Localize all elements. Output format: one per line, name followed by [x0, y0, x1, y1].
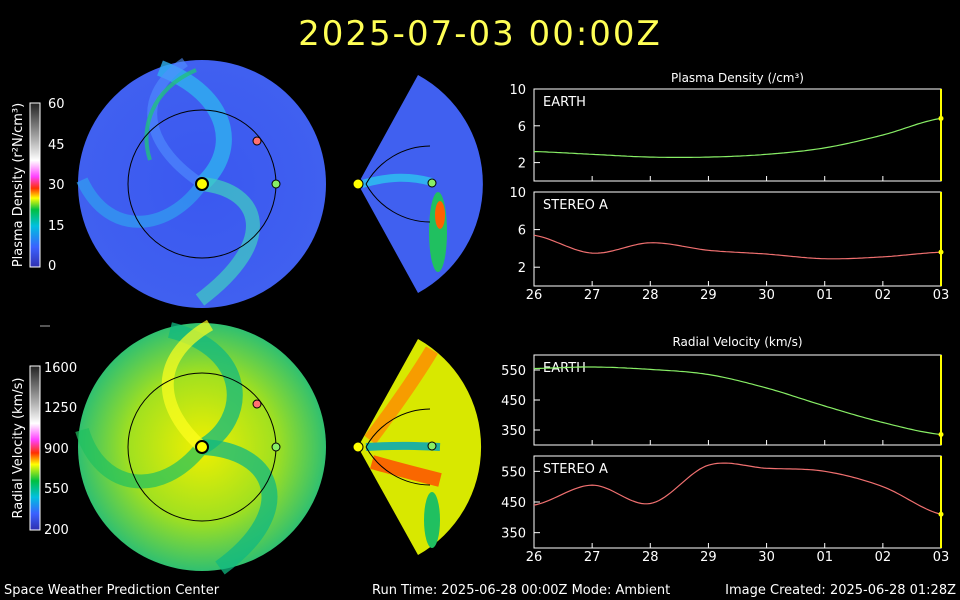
- chart-1-panel-1-time-dot: [938, 511, 944, 517]
- density-tick-45: 45: [48, 138, 65, 153]
- chart-1-xtick-label-6: 02: [875, 550, 892, 565]
- speed-stereo-a-marker: [252, 399, 262, 409]
- chart-0-panel-0-ytick-label-1: 6: [518, 120, 526, 135]
- density-wedge-cloud-core: [435, 201, 445, 229]
- density-stereo-a-marker: [252, 136, 262, 146]
- chart-0-panel-1-ytick-label-0: 10: [509, 186, 526, 201]
- chart-1-panel-1-series-line: [533, 462, 942, 515]
- chart-0-xtick-label-4: 30: [758, 288, 775, 303]
- speed-ecliptic-disk: [75, 319, 326, 575]
- chart-0-title: Plasma Density (/cm³): [671, 71, 804, 85]
- chart-1-title: Radial Velocity (km/s): [672, 335, 802, 349]
- density-tick-15: 15: [48, 219, 65, 234]
- chart-0-panel-0-series-line: [534, 117, 942, 158]
- density-spiral-arm-5: [144, 68, 197, 161]
- density-colorbar-gradient: [29, 102, 41, 268]
- speed-meridional-wedge: [352, 339, 482, 555]
- speed-spiral-arm-2: [201, 439, 278, 575]
- chart-0-panel-0-ytick-label-0: 10: [509, 83, 526, 98]
- speed-tick-200: 200: [44, 523, 69, 538]
- density-meridional-wedge: [352, 75, 483, 293]
- chart-0-xtick-label-2: 28: [642, 288, 659, 303]
- footer-organization: Space Weather Prediction Center: [4, 583, 220, 598]
- chart-1-xtick-label-2: 28: [642, 550, 659, 565]
- density-wedge-earth-marker: [427, 178, 437, 188]
- chart-0-panel-1-ytick-label-1: 6: [518, 224, 526, 239]
- chart-0-panel-1-label: STEREO A: [543, 198, 608, 213]
- chart-0-panel-1-series-line: [533, 234, 942, 260]
- chart-1-panel-0-frame: [533, 354, 942, 446]
- chart-1-panel-1-ytick-label-1: 450: [501, 496, 526, 511]
- speed-earth-marker: [271, 442, 281, 452]
- chart-1-xtick-label-5: 01: [816, 550, 833, 565]
- density-wedge-sun-marker: [352, 178, 364, 190]
- chart-0-panel-0-time-dot: [938, 115, 944, 121]
- density-earth-marker: [271, 179, 281, 189]
- chart-0-xtick-label-1: 27: [584, 288, 601, 303]
- density-colorbar: Plasma Density (r²N/cm³) 60 45 30 15 0: [11, 97, 65, 274]
- chart-0-xtick-label-0: 26: [526, 288, 543, 303]
- chart-0-panel-0-label: EARTH: [543, 95, 586, 110]
- chart-1-xtick-label-3: 29: [700, 550, 717, 565]
- speed-wedge-sun-marker: [352, 441, 364, 453]
- chart-1-panel-1-label: STEREO A: [543, 462, 608, 477]
- chart-0-panel-1-time-dot: [938, 249, 944, 255]
- density-wedge-background: [358, 75, 483, 293]
- chart-1-xtick-label-4: 30: [758, 550, 775, 565]
- chart-0-xtick-label-6: 02: [875, 288, 892, 303]
- density-colorbar-label: Plasma Density (r²N/cm³): [11, 103, 26, 267]
- footer-run-time: Run Time: 2025-06-28 00:00Z Mode: Ambien…: [372, 583, 671, 598]
- chart-0-xtick-label-3: 29: [700, 288, 717, 303]
- time-series-area: Plasma Density (/cm³) EARTH 10 6 2 STEREO A 10…: [501, 71, 949, 565]
- density-wedge-streamer: [360, 173, 434, 188]
- density-tick-0: 0: [48, 259, 56, 274]
- chart-0-xtick-label-5: 01: [816, 288, 833, 303]
- speed-spiral-arm-4: [161, 319, 214, 452]
- chart-0-xtick-label-7: 03: [933, 288, 950, 303]
- density-wedge-orbit-upper: [365, 145, 431, 185]
- chart-1-panel-1-ytick-label-2: 350: [501, 527, 526, 542]
- speed-wedge-fast-upper: [364, 346, 439, 445]
- speed-colorbar-label: Radial Velocity (km/s): [11, 378, 26, 519]
- footer-image-created: Image Created: 2025-06-28 01:28Z: [725, 583, 956, 598]
- density-ecliptic-disk: [76, 57, 326, 308]
- chart-1-xtick-label-0: 26: [526, 550, 543, 565]
- chart-1-panel-0-ytick-label-0: 550: [501, 364, 526, 379]
- density-wedge-orbit-lower: [365, 183, 431, 223]
- chart-1-panel-0-ytick-label-1: 450: [501, 394, 526, 409]
- chart-1-xtick-label-1: 27: [584, 550, 601, 565]
- chart-1-xtick-label-7: 03: [933, 550, 950, 565]
- speed-tick-550: 550: [44, 482, 69, 497]
- speed-wedge-orbit-lower: [365, 446, 431, 486]
- speed-sun-marker: [195, 440, 209, 454]
- speed-tick-1600: 1600: [44, 361, 77, 376]
- speed-wedge-cloud: [424, 492, 440, 548]
- chart-0-panel-0-ytick-label-2: 2: [518, 157, 526, 172]
- chart-1-panel-0-label: EARTH: [543, 361, 586, 376]
- density-tick-30: 30: [48, 178, 65, 193]
- speed-colorbar: Radial Velocity (km/s) 1600 1250 900 550…: [11, 361, 77, 538]
- chart-1-panel-1-ytick-label-0: 550: [501, 465, 526, 480]
- chart-1-panel-0-series-line: [534, 366, 942, 436]
- density-spiral-arm-4: [147, 57, 205, 189]
- density-spiral-arm-3: [76, 177, 207, 228]
- timestamp-title: 2025-07-03 00:00Z: [298, 14, 662, 54]
- chart-1-panel-0-time-dot: [938, 432, 944, 437]
- speed-wedge-orbit-upper: [365, 408, 431, 448]
- speed-spiral-arm-3: [75, 427, 208, 489]
- density-tick-60: 60: [48, 97, 65, 112]
- chart-0-panel-0-frame: [533, 88, 942, 182]
- speed-tick-900: 900: [44, 442, 69, 457]
- speed-wedge-earth-marker: [427, 441, 437, 451]
- speed-colorbar-gradient: [29, 365, 41, 531]
- density-sun-marker: [195, 177, 209, 191]
- chart-1-panel-0-ytick-label-2: 350: [501, 424, 526, 439]
- chart-0-panel-1-ytick-label-2: 2: [518, 261, 526, 276]
- density-spiral-arm-2: [195, 177, 260, 306]
- speed-tick-1250: 1250: [44, 401, 77, 416]
